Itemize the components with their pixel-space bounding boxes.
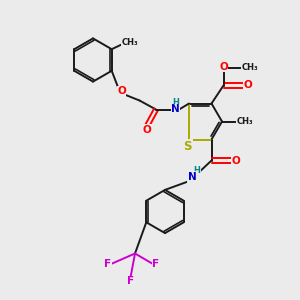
Text: N: N [171, 104, 180, 115]
Text: F: F [104, 259, 112, 269]
Text: N: N [188, 172, 196, 182]
Text: O: O [219, 62, 228, 72]
Text: H: H [194, 166, 200, 175]
Text: S: S [184, 140, 192, 153]
Text: O: O [231, 155, 240, 166]
Text: O: O [142, 124, 152, 135]
Text: CH₃: CH₃ [122, 38, 138, 47]
Text: F: F [127, 276, 134, 286]
Text: F: F [152, 259, 160, 269]
Text: O: O [243, 80, 252, 91]
Text: O: O [117, 86, 126, 97]
Text: H: H [172, 98, 179, 107]
Text: CH₃: CH₃ [241, 63, 258, 72]
Text: CH₃: CH₃ [237, 117, 254, 126]
